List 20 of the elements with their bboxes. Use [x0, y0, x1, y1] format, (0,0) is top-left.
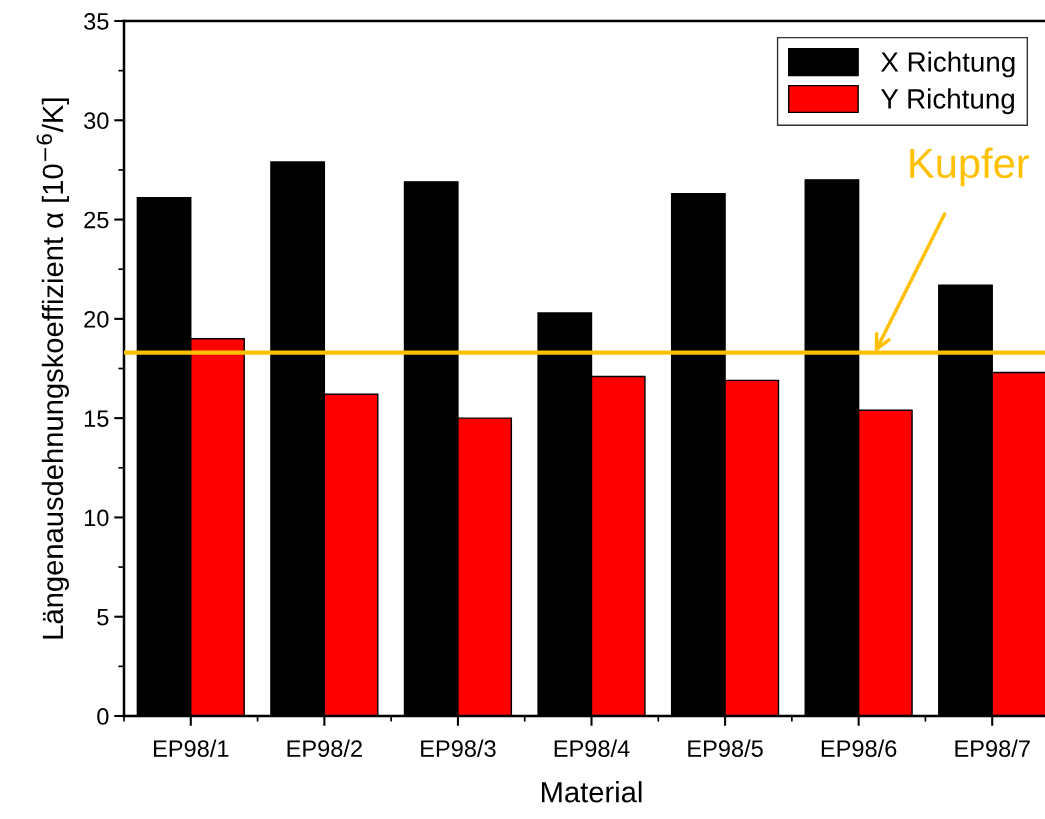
y-axis-title: Längenausdehnungskoeffizient α [10$^{−6}$/K] — [36, 98, 69, 639]
x-tick-label: EP98/2 — [287, 739, 362, 757]
y-tick-label: 10 — [84, 509, 109, 527]
y-tick-label: 25 — [84, 211, 109, 229]
x-tick-label: EP98/6 — [821, 739, 897, 757]
x-tick-label: EP98/1 — [154, 739, 229, 757]
y-tick-label: 5 — [97, 609, 109, 626]
y-tick-label: 20 — [84, 310, 109, 328]
legend-label: Y Richtung — [880, 88, 1014, 115]
ref-line-label: Kupfer — [910, 147, 1029, 187]
y-tick-label: 30 — [84, 112, 109, 130]
x-tick-label: EP98/3 — [421, 739, 496, 757]
legend-label: X Richtung — [880, 51, 1015, 78]
y-tick-label: 35 — [84, 13, 109, 30]
x-tick-label: EP98/4 — [554, 739, 630, 757]
x-tick-label: EP98/5 — [688, 739, 763, 757]
x-tick-label: EP98/7 — [955, 739, 1030, 757]
y-tick-label: 0 — [97, 708, 109, 725]
y-tick-label: 15 — [84, 410, 109, 427]
x-axis-title: Material — [542, 781, 642, 803]
